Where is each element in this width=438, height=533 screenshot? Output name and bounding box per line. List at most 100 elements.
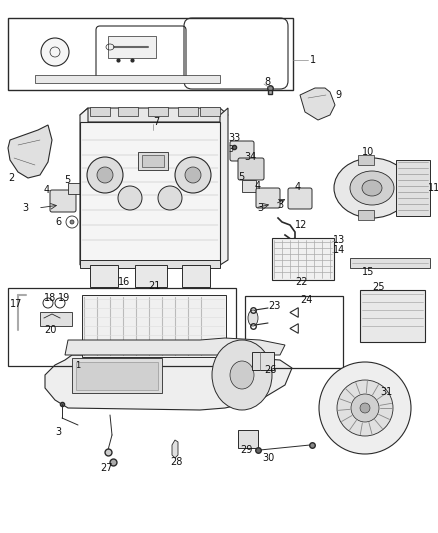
Text: 30: 30 xyxy=(262,453,274,463)
Polygon shape xyxy=(172,440,178,458)
Text: 2: 2 xyxy=(8,173,14,183)
Text: 25: 25 xyxy=(372,282,385,292)
Bar xyxy=(76,362,158,390)
Text: 16: 16 xyxy=(118,277,130,287)
FancyBboxPatch shape xyxy=(50,190,76,212)
Ellipse shape xyxy=(360,403,370,413)
Bar xyxy=(252,352,274,370)
Bar xyxy=(358,210,374,220)
Ellipse shape xyxy=(319,362,411,454)
Text: 18: 18 xyxy=(44,293,56,303)
Polygon shape xyxy=(80,108,228,122)
Ellipse shape xyxy=(362,180,382,196)
Text: 1: 1 xyxy=(310,55,316,65)
Text: 19: 19 xyxy=(58,293,70,303)
Bar xyxy=(138,152,168,170)
Text: 12: 12 xyxy=(295,220,307,230)
Text: 28: 28 xyxy=(170,457,182,467)
Text: 3: 3 xyxy=(277,200,283,210)
Bar xyxy=(148,107,168,116)
Ellipse shape xyxy=(158,186,182,210)
Ellipse shape xyxy=(212,340,272,410)
Bar xyxy=(68,183,82,194)
Text: 11: 11 xyxy=(428,183,438,193)
Ellipse shape xyxy=(334,158,410,218)
Text: 33: 33 xyxy=(228,133,240,143)
Text: 26: 26 xyxy=(264,365,276,375)
Text: 9: 9 xyxy=(335,90,341,100)
Bar xyxy=(350,258,430,268)
Text: 22: 22 xyxy=(295,277,307,287)
Ellipse shape xyxy=(230,361,254,389)
Text: 8: 8 xyxy=(264,77,270,87)
Ellipse shape xyxy=(337,380,393,436)
Ellipse shape xyxy=(350,171,394,205)
Text: 4: 4 xyxy=(255,181,261,191)
Bar xyxy=(142,155,164,167)
Ellipse shape xyxy=(97,167,113,183)
Bar xyxy=(178,107,198,116)
Ellipse shape xyxy=(175,157,211,193)
Ellipse shape xyxy=(41,38,69,66)
Text: 4: 4 xyxy=(295,182,301,192)
FancyBboxPatch shape xyxy=(230,141,254,161)
Polygon shape xyxy=(220,108,228,265)
Bar xyxy=(72,358,162,393)
Polygon shape xyxy=(80,108,88,265)
Bar xyxy=(82,295,226,357)
Text: 7: 7 xyxy=(153,117,159,127)
Bar xyxy=(90,107,110,116)
Text: 3: 3 xyxy=(22,203,28,213)
Bar xyxy=(90,265,118,287)
Text: 3: 3 xyxy=(228,146,233,155)
Polygon shape xyxy=(80,122,220,265)
Bar xyxy=(272,238,334,280)
Text: 4: 4 xyxy=(44,185,50,195)
FancyBboxPatch shape xyxy=(288,188,312,209)
Text: 21: 21 xyxy=(148,281,160,291)
Bar xyxy=(358,155,374,165)
Text: 5: 5 xyxy=(64,175,70,185)
Polygon shape xyxy=(8,125,52,178)
Bar xyxy=(118,107,138,116)
Ellipse shape xyxy=(185,167,201,183)
FancyBboxPatch shape xyxy=(238,158,264,180)
Text: 10: 10 xyxy=(362,147,374,157)
Text: 17: 17 xyxy=(10,299,22,309)
Text: 24: 24 xyxy=(300,295,312,305)
Text: 15: 15 xyxy=(362,267,374,277)
FancyBboxPatch shape xyxy=(256,188,280,208)
Bar xyxy=(8,288,236,366)
Bar xyxy=(35,75,220,83)
Bar xyxy=(238,430,258,448)
Bar xyxy=(200,107,220,116)
Ellipse shape xyxy=(70,220,74,224)
Polygon shape xyxy=(300,88,335,120)
Text: 3: 3 xyxy=(55,427,61,437)
Polygon shape xyxy=(65,338,285,355)
Text: 27: 27 xyxy=(100,463,113,473)
Bar xyxy=(135,265,167,287)
Text: 13: 13 xyxy=(333,235,345,245)
Polygon shape xyxy=(45,355,292,410)
Bar xyxy=(360,290,425,342)
Text: 3: 3 xyxy=(257,203,263,213)
Ellipse shape xyxy=(351,394,379,422)
Bar xyxy=(396,160,430,216)
Text: 23: 23 xyxy=(268,301,280,311)
Ellipse shape xyxy=(87,157,123,193)
Text: 14: 14 xyxy=(333,245,345,255)
Bar xyxy=(245,296,343,368)
Text: 20: 20 xyxy=(44,325,57,335)
Bar xyxy=(108,36,156,58)
Text: 1: 1 xyxy=(75,360,80,369)
Text: 34: 34 xyxy=(244,152,256,162)
Ellipse shape xyxy=(118,186,142,210)
Bar xyxy=(242,180,256,192)
Ellipse shape xyxy=(248,310,258,326)
Text: 29: 29 xyxy=(240,445,252,455)
Bar xyxy=(8,18,293,90)
Text: 5: 5 xyxy=(238,172,244,182)
Text: 31: 31 xyxy=(380,387,392,397)
Bar xyxy=(40,312,72,326)
